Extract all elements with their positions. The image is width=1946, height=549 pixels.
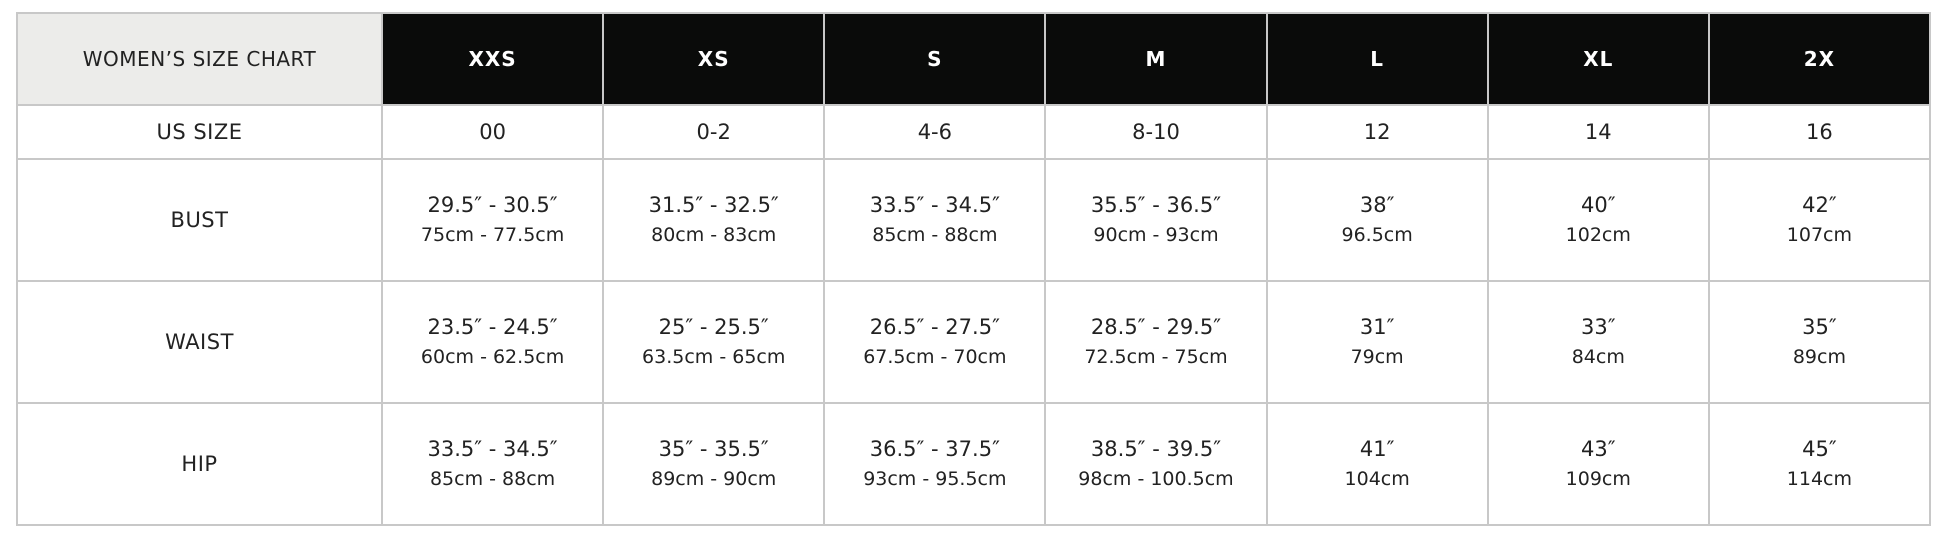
row-waist: WAIST 23.5″ - 24.5″ 60cm - 62.5cm 25″ - 25.… xyxy=(16,280,1932,404)
table-cell: 45″ 114cm xyxy=(1707,402,1932,526)
size-header-s: S xyxy=(823,12,1047,106)
inches-value: 33.5″ - 34.5″ xyxy=(427,437,558,461)
inches-value: 33.5″ - 34.5″ xyxy=(869,193,1000,217)
row-label: WAIST xyxy=(16,280,383,404)
cm-value: 109cm xyxy=(1565,468,1631,490)
cm-value: 104cm xyxy=(1344,468,1410,490)
inches-value: 38″ xyxy=(1359,193,1395,217)
table-cell: 8-10 xyxy=(1044,104,1268,160)
cm-value: 75cm - 77.5cm xyxy=(420,224,565,246)
table-cell: 33.5″ - 34.5″ 85cm - 88cm xyxy=(380,402,605,526)
cm-value: 67.5cm - 70cm xyxy=(863,346,1007,368)
table-cell: 31.5″ - 32.5″ 80cm - 83cm xyxy=(602,158,826,282)
cm-value: 102cm xyxy=(1565,224,1631,246)
table-cell: 38.5″ - 39.5″ 98cm - 100.5cm xyxy=(1044,402,1268,526)
cm-value: 60cm - 62.5cm xyxy=(420,346,565,368)
inches-value: 26.5″ - 27.5″ xyxy=(869,315,1000,339)
inches-value: 0-2 xyxy=(696,120,731,144)
cm-value: 89cm - 90cm xyxy=(651,468,777,490)
cm-value: 80cm - 83cm xyxy=(651,224,777,246)
inches-value: 33″ xyxy=(1580,315,1616,339)
table-cell: 40″ 102cm xyxy=(1486,158,1710,282)
table-cell: 43″ 109cm xyxy=(1486,402,1710,526)
inches-value: 38.5″ - 39.5″ xyxy=(1090,437,1222,461)
inches-value: 00 xyxy=(479,120,506,144)
table-cell: 26.5″ - 27.5″ 67.5cm - 70cm xyxy=(823,280,1047,404)
cm-value: 89cm xyxy=(1792,346,1846,368)
inches-value: 4-6 xyxy=(917,120,952,144)
table-cell: 35.5″ - 36.5″ 90cm - 93cm xyxy=(1044,158,1268,282)
size-header-m: M xyxy=(1044,12,1268,106)
cm-value: 107cm xyxy=(1786,224,1853,246)
table-cell: 00 xyxy=(380,104,605,160)
inches-value: 45″ xyxy=(1802,437,1837,461)
inches-value: 35.5″ - 36.5″ xyxy=(1090,193,1222,217)
cm-value: 90cm - 93cm xyxy=(1093,224,1219,246)
size-chart-table: WOMEN’S SIZE CHART XXS XS S M L XL 2X US… xyxy=(16,12,1932,526)
table-cell: 28.5″ - 29.5″ 72.5cm - 75cm xyxy=(1044,280,1268,404)
inches-value: 31.5″ - 32.5″ xyxy=(648,193,779,217)
inches-value: 41″ xyxy=(1359,437,1395,461)
size-header-xxs: XXS xyxy=(380,12,605,106)
row-label: BUST xyxy=(16,158,383,282)
cm-value: 84cm xyxy=(1571,346,1625,368)
inches-value: 31″ xyxy=(1359,315,1395,339)
table-cell: 4-6 xyxy=(823,104,1047,160)
inches-value: 35″ xyxy=(1802,315,1837,339)
table-cell: 23.5″ - 24.5″ 60cm - 62.5cm xyxy=(380,280,605,404)
row-hip: HIP 33.5″ - 34.5″ 85cm - 88cm 35″ - 35.5″ 89… xyxy=(16,402,1932,526)
table-cell: 38″ 96.5cm xyxy=(1265,158,1489,282)
table-cell: 29.5″ - 30.5″ 75cm - 77.5cm xyxy=(380,158,605,282)
size-header-xl: XL xyxy=(1486,12,1710,106)
inches-value: 8-10 xyxy=(1132,120,1180,144)
size-header-xs: XS xyxy=(602,12,826,106)
row-bust: BUST 29.5″ - 30.5″ 75cm - 77.5cm 31.5″ - 32… xyxy=(16,158,1932,282)
cm-value: 79cm xyxy=(1350,346,1404,368)
row-us-size: US SIZE 00 0-2 4-6 8-10 12 14 16 xyxy=(16,104,1932,160)
row-label: HIP xyxy=(16,402,383,526)
table-cell: 14 xyxy=(1486,104,1710,160)
row-label: US SIZE xyxy=(16,104,383,160)
cm-value: 96.5cm xyxy=(1341,224,1413,246)
table-cell: 12 xyxy=(1265,104,1489,160)
table-cell: 35″ 89cm xyxy=(1707,280,1932,404)
chart-title: WOMEN’S SIZE CHART xyxy=(16,12,383,106)
size-header-l: L xyxy=(1265,12,1489,106)
inches-value: 35″ - 35.5″ xyxy=(658,437,769,461)
inches-value: 29.5″ - 30.5″ xyxy=(427,193,558,217)
inches-value: 12 xyxy=(1363,120,1391,144)
cm-value: 93cm - 95.5cm xyxy=(863,468,1007,490)
inches-value: 42″ xyxy=(1802,193,1837,217)
table-cell: 16 xyxy=(1707,104,1932,160)
table-cell: 36.5″ - 37.5″ 93cm - 95.5cm xyxy=(823,402,1047,526)
inches-value: 43″ xyxy=(1580,437,1616,461)
table-cell: 31″ 79cm xyxy=(1265,280,1489,404)
inches-value: 16 xyxy=(1806,120,1833,144)
inches-value: 25″ - 25.5″ xyxy=(658,315,769,339)
size-header-2x: 2X xyxy=(1707,12,1932,106)
table-cell: 0-2 xyxy=(602,104,826,160)
cm-value: 63.5cm - 65cm xyxy=(642,346,786,368)
cm-value: 72.5cm - 75cm xyxy=(1084,346,1228,368)
table-cell: 42″ 107cm xyxy=(1707,158,1932,282)
inches-value: 28.5″ - 29.5″ xyxy=(1090,315,1222,339)
inches-value: 23.5″ - 24.5″ xyxy=(427,315,558,339)
table-cell: 41″ 104cm xyxy=(1265,402,1489,526)
cm-value: 98cm - 100.5cm xyxy=(1078,468,1234,490)
inches-value: 14 xyxy=(1584,120,1612,144)
header-row: WOMEN’S SIZE CHART XXS XS S M L XL 2X xyxy=(16,12,1932,106)
table-cell: 25″ - 25.5″ 63.5cm - 65cm xyxy=(602,280,826,404)
cm-value: 85cm - 88cm xyxy=(872,224,998,246)
cm-value: 114cm xyxy=(1786,468,1853,490)
inches-value: 40″ xyxy=(1580,193,1616,217)
table-cell: 35″ - 35.5″ 89cm - 90cm xyxy=(602,402,826,526)
cm-value: 85cm - 88cm xyxy=(429,468,556,490)
inches-value: 36.5″ - 37.5″ xyxy=(869,437,1000,461)
table-cell: 33.5″ - 34.5″ 85cm - 88cm xyxy=(823,158,1047,282)
table-cell: 33″ 84cm xyxy=(1486,280,1710,404)
